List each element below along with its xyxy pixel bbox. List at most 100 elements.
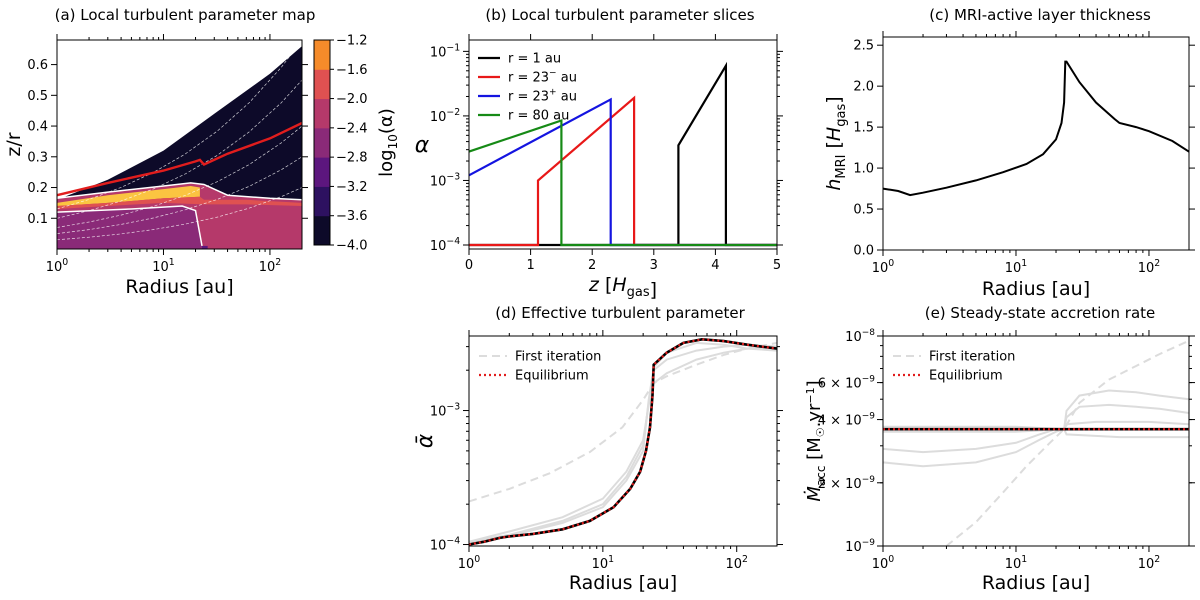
x-tick-label: 102: [259, 257, 282, 275]
y-tick-label: 10−2: [430, 107, 460, 125]
x-tick-label: 101: [1005, 554, 1028, 572]
colorbar-tick-label: −3.2: [336, 180, 368, 195]
colorbar-segment: [314, 40, 330, 70]
y-tick-label: 4 × 10−9: [818, 412, 876, 429]
scale-height-contour: [56, 187, 303, 241]
colorbar-tick-label: −2.0: [336, 92, 368, 107]
colorbar-tick-label: −4.0: [336, 239, 368, 254]
y-axis-label: z/r: [3, 132, 25, 156]
alpha-max-contour: [56, 121, 303, 197]
y-tick-label: 10−9: [845, 538, 875, 555]
panel-a-title: (a) Local turbulent parameter map: [55, 6, 316, 24]
scale-height-contour: [56, 39, 303, 210]
legend-label-0: r = 1 au: [508, 52, 561, 67]
x-tick-label: 3: [650, 258, 658, 273]
colorbar-tick-label: −1.2: [336, 34, 368, 49]
y-tick-label: 0.2: [27, 181, 48, 196]
y-tick-label: 10−4: [430, 236, 460, 254]
scale-height-contour: [56, 125, 303, 228]
y-tick-label: 0.5: [853, 203, 874, 218]
x-tick-label: 100: [872, 554, 895, 572]
y-tick-label: 1.0: [853, 162, 874, 177]
x-tick-label: 5: [773, 258, 781, 273]
x-axis-label: Radius [au]: [125, 276, 233, 298]
panel-b-title: (b) Local turbulent parameter slices: [485, 6, 754, 24]
colorbar-tick-label: −1.6: [336, 63, 368, 78]
heatmap-dead-zone: [57, 206, 202, 249]
y-tick-label: 10−4: [430, 536, 460, 554]
colorbar-segment: [314, 215, 330, 246]
colorbar-segment: [314, 157, 330, 187]
y-axis-label: ᾱ: [413, 433, 438, 448]
x-tick-label: 1: [526, 258, 534, 273]
legend-label-1: r = 23− au: [508, 69, 577, 86]
heatmap-peak-band: [57, 186, 200, 206]
x-tick-label: 102: [1138, 554, 1161, 572]
y-tick-label: 0.1: [27, 212, 48, 227]
y-tick-label: 2.5: [853, 39, 874, 54]
colorbar-label: log10(α): [376, 108, 400, 177]
scale-height-contour: [56, 79, 303, 219]
equilibrium-line: [468, 338, 778, 546]
y-tick-label: 1.5: [853, 121, 874, 136]
heatmap-gap: [201, 245, 208, 249]
iteration-line-2: [468, 341, 778, 545]
iteration-line-2: [883, 420, 1190, 433]
series-line-3: [468, 118, 777, 247]
colorbar-frame: [313, 39, 331, 246]
x-axis-label: Radius [au]: [569, 572, 677, 594]
y-tick-label: 10−1: [430, 42, 460, 60]
colorbar-segment: [314, 98, 330, 129]
panel-e-frame: [882, 335, 1190, 547]
first-iteration-line: [945, 339, 1190, 547]
colorbar-tick-label: −2.4: [336, 121, 368, 136]
first-iteration-line: [468, 341, 778, 503]
y-tick-label: 0.0: [853, 244, 874, 259]
colorbar-segment: [314, 69, 330, 100]
x-axis-label: Radius [au]: [982, 572, 1090, 594]
y-tick-label: 0.3: [27, 150, 48, 165]
heatmap-mid-band: [57, 196, 302, 209]
x-axis-label: z [Hgas]: [588, 274, 657, 301]
x-tick-label: 102: [725, 554, 748, 572]
legend-label-2: r = 23+ au: [508, 88, 577, 105]
legend-label-equilibrium: Equilibrium: [929, 369, 1003, 384]
legend-label-equilibrium: Equilibrium: [515, 369, 589, 384]
y-tick-label: 0.6: [27, 58, 48, 73]
y-tick-label: 2 × 10−9: [818, 475, 876, 492]
colorbar-tick-label: −2.8: [336, 151, 368, 166]
y-tick-label: 10−8: [845, 328, 875, 345]
legend-label-3: r = 80 au: [508, 109, 569, 124]
x-tick-label: 101: [1005, 258, 1028, 276]
panel-b-frame: [468, 39, 778, 250]
y-tick-label: 10−3: [430, 402, 460, 420]
x-tick-label: 101: [152, 257, 175, 275]
x-tick-label: 101: [592, 554, 615, 572]
y-axis-label: Ṁacc [M☉.yr−1]: [804, 380, 828, 501]
panel-d-title: (d) Effective turbulent parameter: [495, 304, 745, 322]
x-tick-label: 102: [1138, 258, 1161, 276]
y-tick-label: 6 × 10−9: [818, 375, 876, 392]
scale-height-contour: [56, 156, 303, 234]
dead-zone-contour: [56, 205, 203, 247]
x-tick-label: 100: [46, 257, 69, 275]
iteration-line-3: [883, 425, 1189, 439]
y-tick-label: 0.5: [27, 89, 48, 104]
panel-e-title: (e) Steady-state accretion rate: [925, 304, 1156, 322]
panel-d-frame: [468, 335, 778, 547]
panel-c-frame: [882, 36, 1190, 251]
active-layer-contour: [56, 182, 303, 201]
colorbar-segment: [314, 186, 330, 217]
x-tick-label: 4: [711, 258, 719, 273]
hmri-line: [882, 60, 1190, 197]
x-tick-label: 100: [872, 258, 895, 276]
legend-label-first: First iteration: [515, 350, 601, 365]
y-axis-label: α: [415, 133, 430, 158]
colorbar-segment: [314, 127, 330, 158]
x-tick-label: 100: [458, 554, 481, 572]
x-tick-label: 2: [588, 258, 596, 273]
x-axis-label: Radius [au]: [982, 278, 1090, 300]
y-tick-label: 0.4: [27, 120, 48, 135]
x-tick-label: 0: [465, 258, 473, 273]
